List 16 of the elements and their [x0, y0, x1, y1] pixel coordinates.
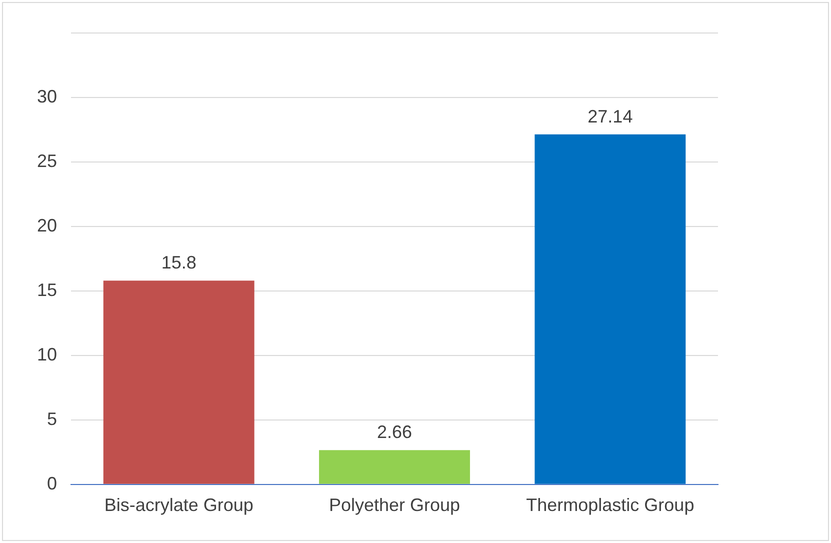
data-label: 15.8 — [161, 252, 196, 273]
y-tick-label: 30 — [36, 86, 58, 106]
y-tick-label: 15 — [36, 280, 58, 300]
x-tick-label: Thermoplastic Group — [526, 495, 694, 516]
data-label: 2.66 — [376, 422, 412, 442]
data-label: 27.14 — [588, 106, 633, 126]
y-tick-label: 5 — [47, 408, 58, 429]
bar — [319, 450, 470, 484]
x-tick-label: Polyether Group — [328, 495, 460, 516]
y-tick-label: 10 — [36, 344, 58, 364]
bar — [103, 280, 254, 484]
y-tick-label: 0 — [47, 473, 58, 494]
y-tick-label: 25 — [36, 150, 58, 171]
bar — [534, 134, 686, 484]
y-tick-label: 20 — [36, 215, 58, 236]
x-tick-label: Bis-acrylate Group — [104, 495, 254, 516]
